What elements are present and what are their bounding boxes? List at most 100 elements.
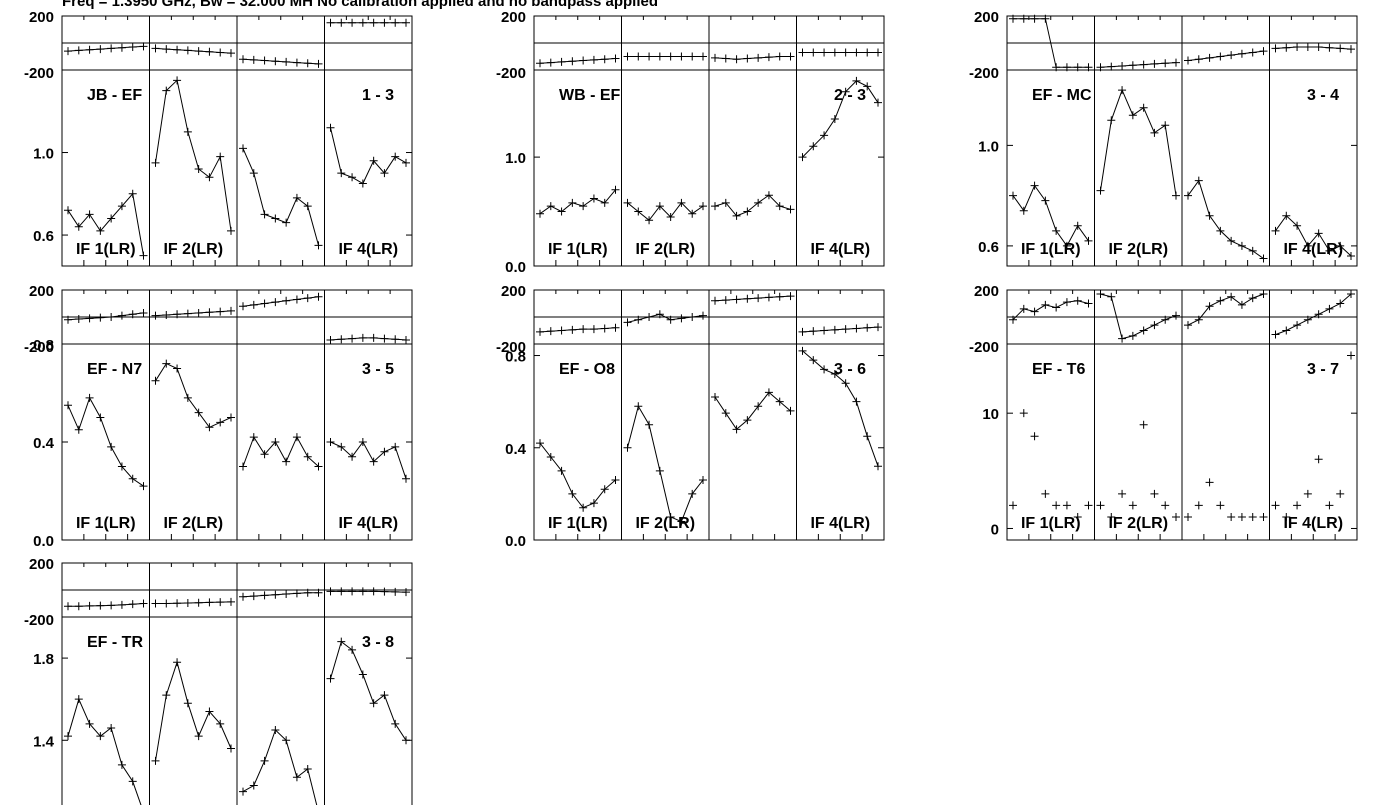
- amplitude-point: [239, 462, 247, 471]
- amplitude-trace: [330, 127, 407, 185]
- amplitude-point: [205, 423, 214, 432]
- phase-point: [852, 48, 861, 57]
- phase-point: [600, 324, 609, 333]
- phase-point: [764, 293, 773, 302]
- phase-point: [292, 295, 301, 304]
- phase-point: [1128, 331, 1137, 340]
- phase-point: [183, 309, 192, 318]
- amplitude-point: [1259, 254, 1268, 263]
- amplitude-point: [326, 123, 335, 132]
- amplitude-point: [326, 674, 335, 683]
- amplitude-trace: [155, 362, 232, 428]
- phase-point: [358, 333, 367, 342]
- if-label: IF 2(LR): [163, 241, 223, 258]
- amplitude-point: [557, 466, 566, 475]
- amplitude-point: [151, 376, 160, 385]
- amplitude-point: [239, 144, 247, 153]
- amplitude-point: [183, 127, 192, 136]
- phase-point: [688, 313, 697, 321]
- phase-point: [1248, 48, 1257, 57]
- amplitude-point: [1030, 432, 1039, 441]
- amplitude-point: [292, 193, 301, 202]
- phase-point: [568, 57, 577, 66]
- phase-point: [1184, 56, 1192, 65]
- amplitude-point: [1118, 86, 1127, 95]
- amplitude-point: [117, 202, 126, 211]
- phase-point: [1009, 315, 1017, 324]
- amplitude-point: [1161, 501, 1170, 510]
- phase-point: [1271, 330, 1280, 339]
- amplitude-point: [546, 452, 555, 461]
- phase-point: [227, 597, 235, 606]
- phase-point: [666, 52, 675, 61]
- if-label: IF 2(LR): [635, 515, 695, 532]
- amplitude-point: [358, 670, 367, 679]
- phase-tick-label: 200: [974, 283, 999, 300]
- phase-point: [173, 599, 182, 608]
- amplitude-trace: [714, 194, 791, 217]
- amplitude-point: [1139, 420, 1148, 429]
- phase-point: [874, 48, 882, 57]
- amp-tick-label: 0.4: [505, 441, 527, 458]
- amplitude-point: [151, 158, 160, 167]
- phase-point: [85, 314, 94, 323]
- amplitude-point: [1237, 241, 1246, 250]
- if-label: IF 4(LR): [810, 241, 870, 258]
- phase-point: [1347, 290, 1355, 299]
- amp-tick-label: 0.0: [505, 533, 526, 550]
- phase-point: [271, 298, 280, 307]
- amplitude-point: [1009, 501, 1017, 510]
- amplitude-point: [623, 443, 632, 452]
- amplitude-point: [107, 442, 116, 451]
- amplitude-point: [303, 202, 312, 211]
- amplitude-point: [1259, 512, 1268, 521]
- phase-point: [1084, 63, 1093, 72]
- baseline-number: 3 - 8: [362, 634, 394, 651]
- phase-point: [809, 327, 818, 336]
- amplitude-point: [1062, 241, 1071, 250]
- amplitude-point: [64, 732, 72, 741]
- phase-point: [314, 292, 323, 301]
- phase-point: [380, 587, 389, 596]
- phase-point: [645, 52, 654, 61]
- amplitude-point: [282, 457, 291, 466]
- amplitude-point: [1009, 191, 1017, 200]
- phase-point: [1084, 299, 1093, 308]
- amplitude-point: [117, 760, 126, 769]
- phase-point: [688, 52, 697, 61]
- amplitude-point: [1347, 251, 1355, 260]
- phase-point: [303, 588, 312, 597]
- amplitude-point: [1041, 489, 1050, 498]
- amplitude-point: [1325, 246, 1334, 255]
- baseline-label: EF - O8: [559, 361, 615, 378]
- phase-tick-label: -200: [969, 339, 999, 356]
- amplitude-point: [1107, 512, 1116, 521]
- amplitude-point: [314, 241, 323, 250]
- phase-point: [74, 46, 83, 55]
- phase-point: [348, 334, 357, 343]
- phase-point: [666, 315, 675, 324]
- amplitude-point: [600, 198, 609, 207]
- if-label: IF 4(LR): [1283, 515, 1343, 532]
- amplitude-point: [820, 131, 829, 140]
- phase-point: [1248, 294, 1257, 303]
- phase-point: [623, 318, 632, 327]
- phase-point: [1216, 52, 1225, 61]
- amplitude-point: [1347, 351, 1355, 360]
- amplitude-point: [348, 452, 357, 461]
- amplitude-point: [841, 379, 850, 388]
- amplitude-point: [568, 198, 577, 207]
- phase-point: [1303, 43, 1312, 52]
- phase-point: [1282, 43, 1291, 52]
- phase-point: [85, 601, 94, 610]
- phase-point: [600, 55, 609, 64]
- amplitude-point: [85, 210, 94, 219]
- amp-tick-label: 1.0: [978, 138, 999, 155]
- phase-point: [391, 335, 400, 344]
- phase-point: [162, 45, 171, 54]
- amplitude-trace: [242, 148, 319, 246]
- amplitude-point: [292, 433, 301, 442]
- amplitude-point: [1073, 221, 1082, 230]
- amplitude-trace: [1012, 184, 1089, 247]
